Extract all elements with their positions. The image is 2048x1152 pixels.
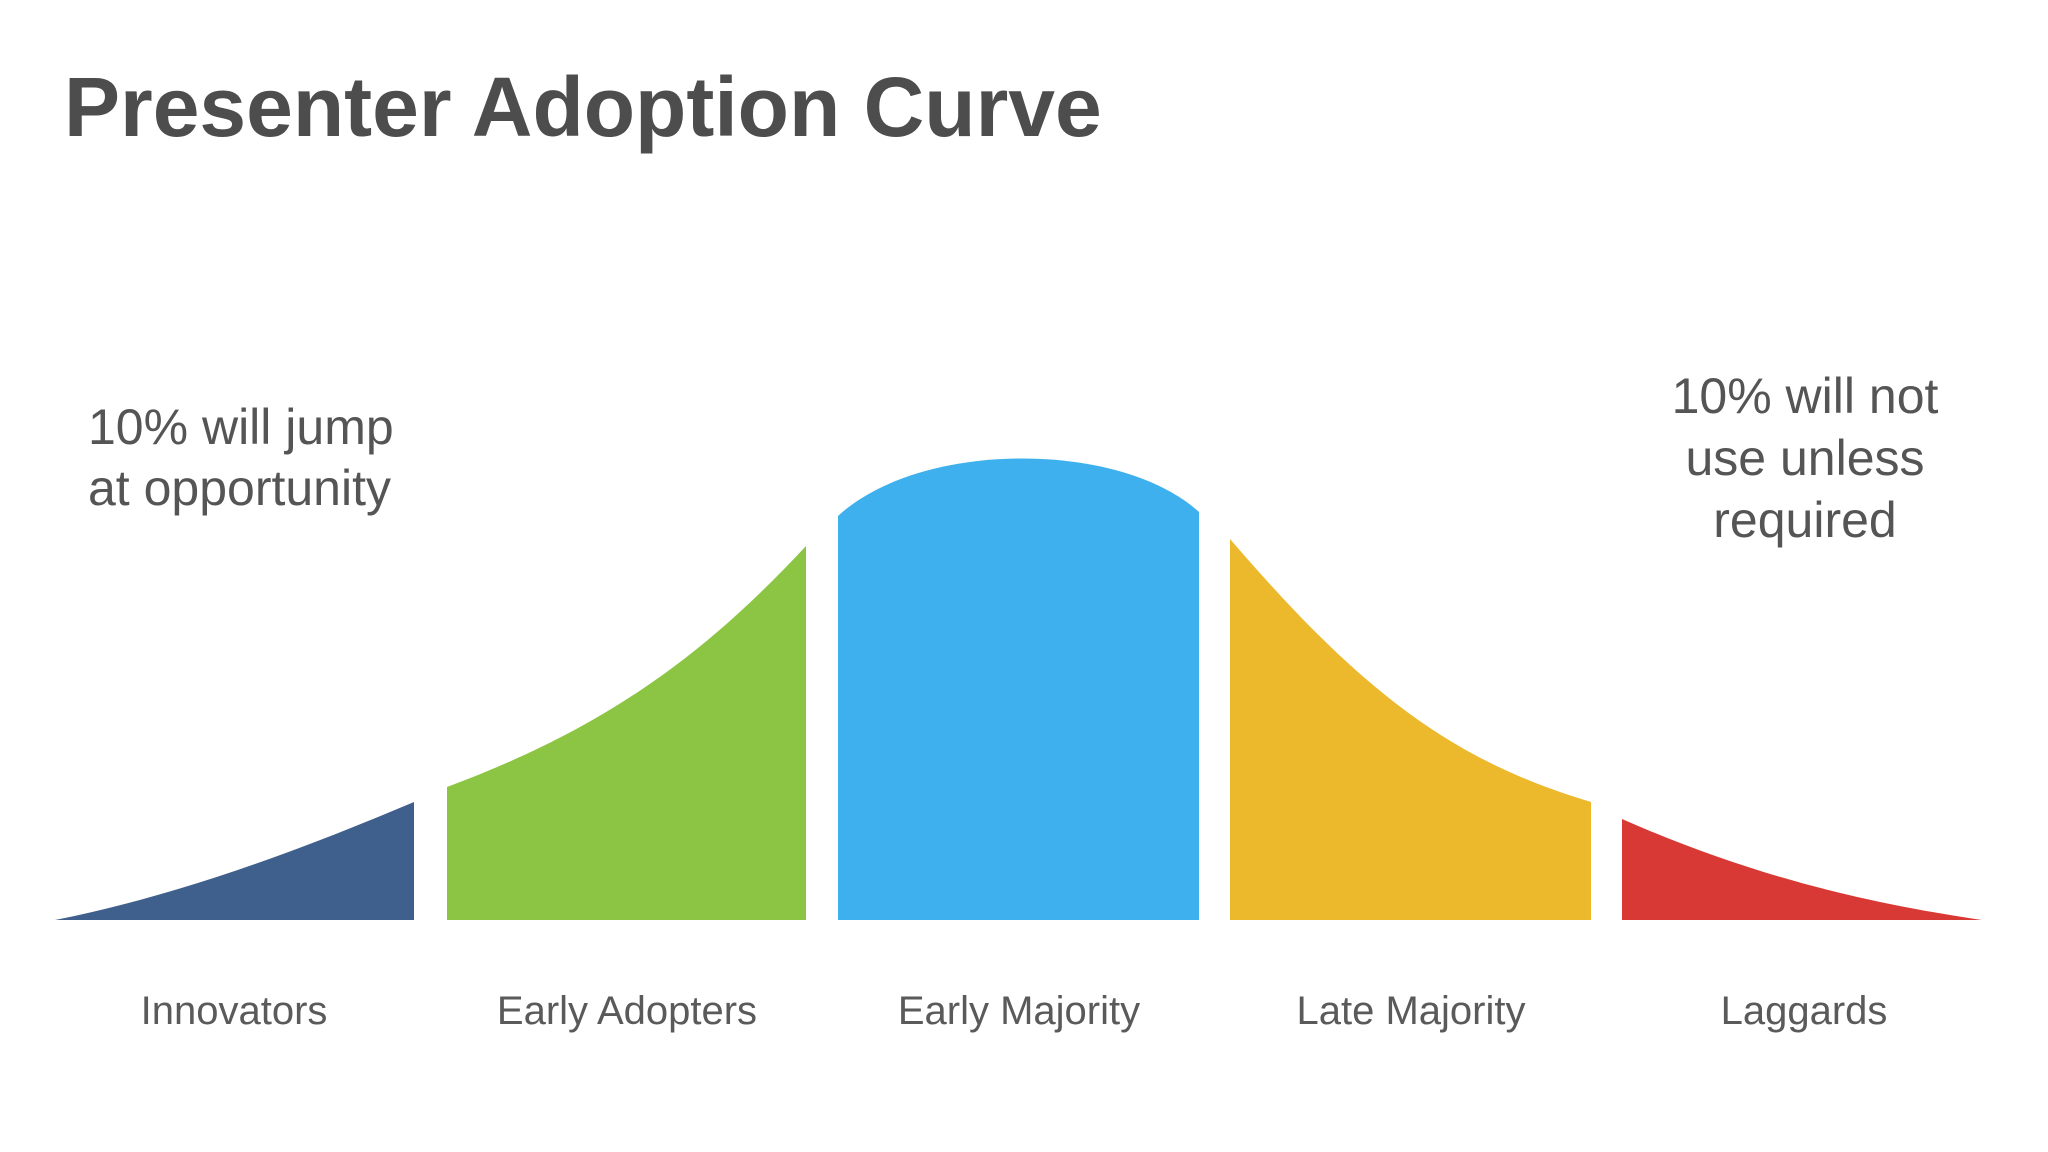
right-note-line: required [1713,492,1896,548]
left-note-line: 10% will jump [88,399,394,455]
early-majority-area [838,458,1199,920]
early-adopters-area [447,546,806,920]
segment-label: Late Majority [1297,989,1526,1033]
right-note-line: 10% will not [1672,368,1939,424]
slide-title: Presenter Adoption Curve [64,60,1102,154]
segment-label: Laggards [1721,989,1888,1033]
laggards-area [1622,819,1982,920]
right-note-line: use unless [1685,430,1924,486]
segment-label: Innovators [141,989,328,1033]
left-note-line: at opportunity [88,460,391,516]
innovators-area [55,802,414,920]
segment-label: Early Majority [898,989,1140,1033]
late-majority-area [1230,539,1591,920]
segment-label: Early Adopters [497,989,757,1033]
